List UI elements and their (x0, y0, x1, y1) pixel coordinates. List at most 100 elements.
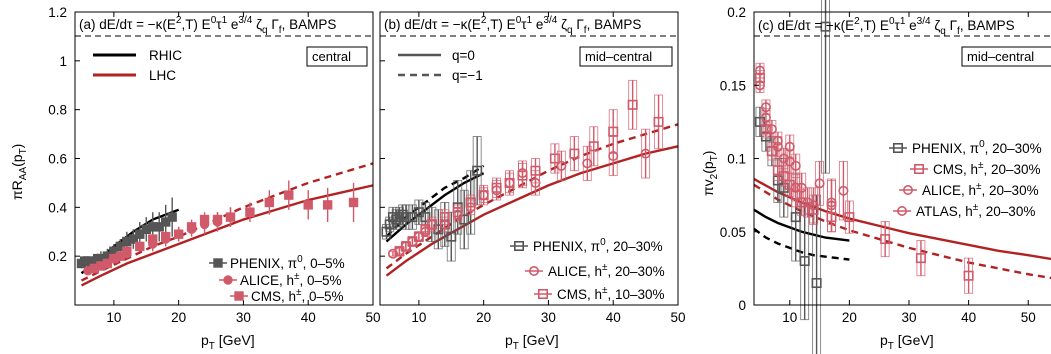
data-point (784, 156, 795, 167)
data-point (844, 212, 855, 223)
y-axis-tickmarks-b (380, 60, 385, 257)
data-point (820, 21, 831, 32)
data-point (452, 207, 463, 218)
x-axis-label-b: pT [GeV] (505, 332, 559, 352)
data-point (245, 207, 255, 217)
legend-marker (234, 291, 244, 301)
data-point (549, 153, 560, 164)
data-point (582, 158, 593, 169)
data-point (394, 212, 405, 223)
centrality-box-b (579, 46, 673, 67)
theory-legend-a: RHIC LHC (93, 48, 182, 83)
x-tick-label: 20 (842, 310, 857, 325)
data-point (760, 112, 771, 123)
legend-label-rhic: RHIC (149, 48, 182, 63)
y-tick-label: 0.2 (48, 249, 67, 264)
legend-label-alice-b: ALICE, h±, 20–30% (548, 262, 665, 279)
x-axis-ticks-b: 10 20 30 40 50 (411, 12, 686, 325)
legend-marker (537, 288, 548, 299)
centrality-label-c: mid–central (967, 49, 1034, 64)
data-point (148, 234, 158, 244)
legend-marker (902, 185, 913, 196)
data-point (167, 212, 177, 222)
y-tick-label: 0.2 (727, 5, 746, 20)
data-point (608, 126, 619, 137)
theory-curve (385, 123, 679, 270)
legend-marker (513, 241, 524, 252)
data-point (478, 190, 489, 201)
data-point (115, 251, 126, 261)
data-point (225, 212, 236, 222)
y-tick-label: 0 (738, 298, 746, 313)
x-tick-label: 40 (606, 310, 621, 325)
data-point (799, 256, 810, 267)
legend-marker (913, 164, 924, 175)
legend-label-cms-a: CMS, h±, 0–5% (251, 287, 344, 304)
legend-label-lhc: LHC (149, 68, 176, 83)
data-point (128, 234, 139, 244)
plot-area-a (76, 162, 374, 287)
plot-area-c (753, 0, 1051, 354)
x-tick-label: 40 (961, 310, 976, 325)
y-tick-label: 1.2 (48, 5, 67, 20)
theory-curve (753, 208, 850, 242)
legend-label-qm1: q=−1 (452, 68, 483, 83)
x-axis-ticks-c: 10 20 30 40 50 (782, 12, 1036, 325)
legend-label-phenix-b: PHENIX, π0, 20–30% (533, 237, 663, 254)
data-point (504, 177, 515, 188)
panel-b: (b) dE/dτ = −κ(E2,T) E0τ1 e3/4 ζq Γf, BA… (379, 11, 686, 352)
theory-curve (385, 145, 679, 277)
data-point (348, 197, 359, 208)
data-point (135, 241, 145, 252)
x-tick-label: 50 (365, 310, 380, 325)
data-point (653, 116, 664, 127)
legend-label-cms-b: CMS, h±, 10–30% (557, 285, 665, 302)
data-point (530, 165, 541, 176)
legend-marker (213, 258, 223, 268)
data-point (160, 231, 171, 242)
data-point (465, 197, 476, 208)
data-point (160, 217, 171, 227)
data-point (838, 185, 849, 196)
data-point (102, 258, 113, 269)
data-point (122, 246, 132, 256)
panel-c: (c) dE/dτ = −κ(E2,T) E0τ1 e3/4 ζq Γf, BA… (700, 0, 1051, 354)
y-tick-label: 0.4 (48, 200, 67, 215)
data-point (772, 165, 783, 176)
legend-marker (892, 143, 903, 154)
data-point (472, 165, 483, 176)
x-tick-label: 20 (476, 310, 491, 325)
y-tick-label: 0.8 (48, 103, 67, 118)
x-tick-label: 40 (301, 310, 316, 325)
data-point (212, 214, 223, 225)
data-point (400, 212, 411, 223)
data-point (880, 234, 891, 245)
x-axis-label-a: pT [GeV] (201, 332, 255, 352)
y-tick-label: 0.15 (720, 78, 746, 93)
x-tick-label: 30 (541, 310, 556, 325)
data-point (790, 182, 801, 193)
legend-label-alice-a: ALICE, h±, 0–5% (240, 271, 342, 288)
y-axis-label-a: πRAA(pT) (9, 144, 29, 200)
y-tick-label: 1 (59, 54, 67, 69)
panel-label-c: (c) dE/dτ = −κ(E2,T) E0τ1 e3/4 ζq Γf, BA… (758, 16, 1015, 37)
x-axis-ticks-a: 10 20 30 40 50 (106, 12, 381, 325)
centrality-label-a: central (312, 49, 351, 64)
data-point (915, 253, 926, 264)
data-point (814, 178, 825, 189)
legend-label-cms-c: CMS, h±, 20–30% (933, 160, 1041, 177)
legend-marker (896, 206, 907, 217)
data-point (135, 229, 145, 239)
data-legend-b: PHENIX, π0, 20–30% ALICE, h±, 20–30% CMS… (510, 237, 665, 302)
legend-label-q0: q=0 (452, 48, 475, 63)
centrality-box-c (961, 46, 1051, 67)
data-point (784, 179, 795, 190)
data-point (766, 124, 777, 135)
data-point (154, 222, 164, 232)
panel-label-b: (b) dE/dτ = −κ(E2,T) E0τ1 e3/4 ζq Γf, BA… (384, 15, 641, 36)
y-axis-ticks-a: 0.2 0.4 0.6 0.8 1 1.2 (48, 5, 80, 264)
x-tick-label: 50 (670, 310, 685, 325)
x-tick-label: 20 (171, 310, 186, 325)
y-tick-label: 0.05 (720, 225, 746, 240)
